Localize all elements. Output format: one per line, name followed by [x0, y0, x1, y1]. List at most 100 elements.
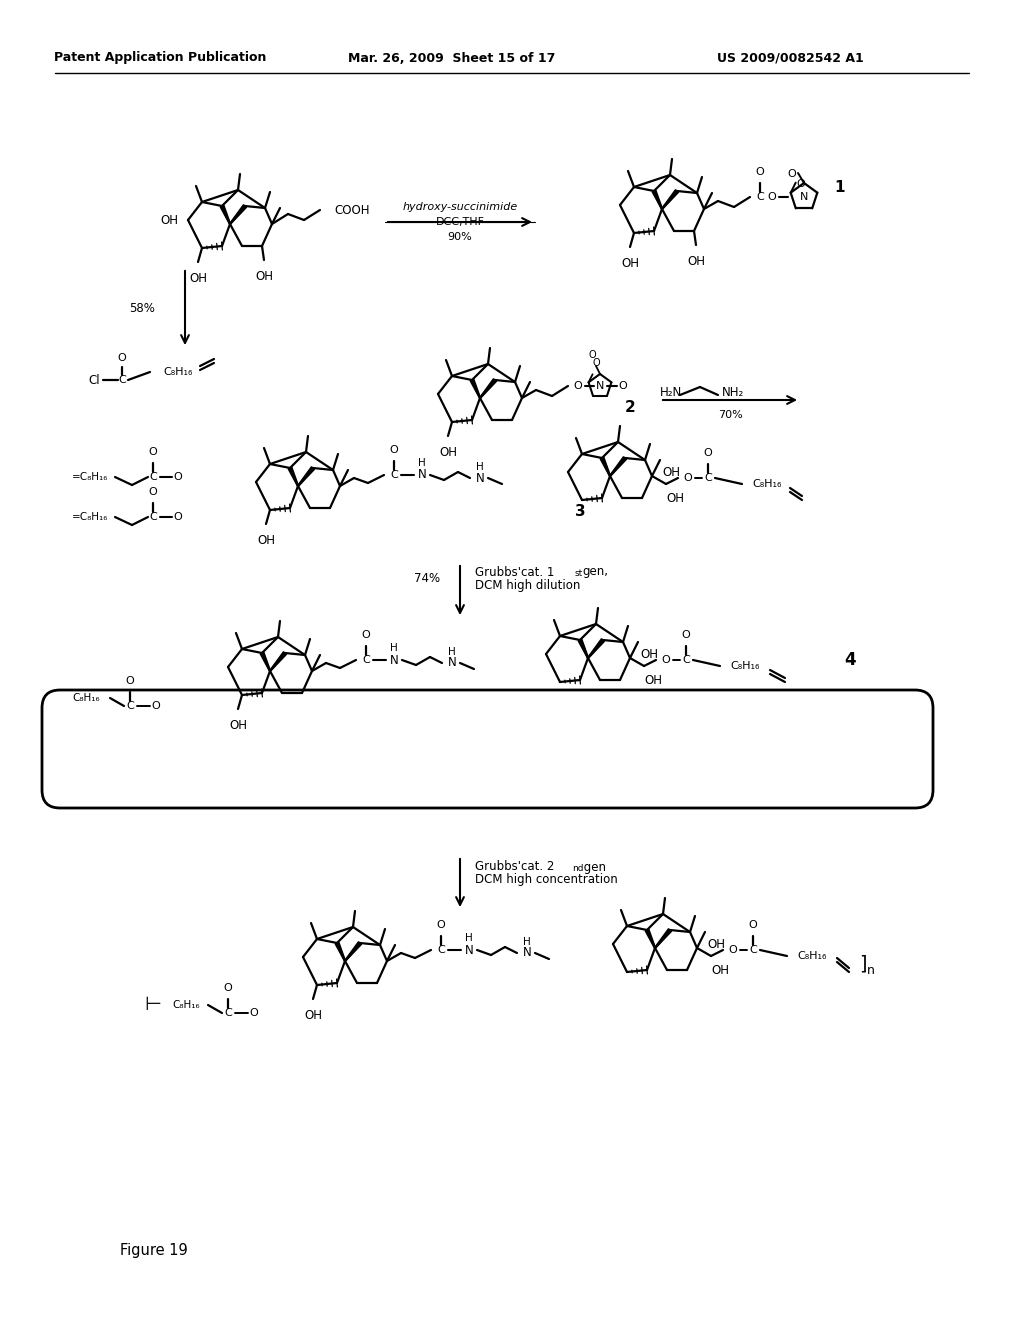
Polygon shape [588, 639, 604, 659]
Text: O: O [361, 630, 371, 640]
Text: Grubbs'cat. 1: Grubbs'cat. 1 [475, 565, 554, 578]
Text: O: O [126, 676, 134, 686]
Text: 1: 1 [835, 181, 845, 195]
Text: n: n [867, 964, 874, 977]
Text: Grubbs'cat. 2: Grubbs'cat. 2 [475, 861, 554, 874]
Polygon shape [335, 942, 345, 961]
Text: N: N [596, 381, 604, 391]
Text: C₈H₁₆: C₈H₁₆ [797, 950, 826, 961]
Text: Cl: Cl [88, 374, 100, 387]
Text: O: O [118, 352, 126, 363]
Text: N: N [465, 944, 473, 957]
Text: O: O [148, 487, 158, 498]
Text: Figure 19: Figure 19 [120, 1242, 187, 1258]
Text: N: N [418, 469, 426, 482]
Text: O: O [174, 473, 182, 482]
Text: OH: OH [439, 446, 457, 459]
Polygon shape [645, 929, 655, 948]
Polygon shape [662, 190, 679, 210]
Text: COOH: COOH [334, 203, 370, 216]
Text: H: H [523, 937, 530, 946]
Text: =C₈H₁₆: =C₈H₁₆ [72, 473, 109, 482]
Polygon shape [298, 467, 314, 486]
Text: C₈H₁₆: C₈H₁₆ [163, 367, 193, 378]
Text: N: N [522, 946, 531, 960]
Text: O: O [174, 512, 182, 521]
Text: O: O [223, 983, 232, 993]
Text: DCM high dilution: DCM high dilution [475, 578, 581, 591]
Text: O: O [148, 447, 158, 457]
Text: H: H [418, 458, 426, 469]
Text: US 2009/0082542 A1: US 2009/0082542 A1 [717, 51, 863, 65]
Text: OH: OH [304, 1008, 322, 1022]
Text: O: O [436, 920, 445, 931]
Text: C₈H₁₆: C₈H₁₆ [172, 1001, 200, 1010]
Text: OH: OH [687, 255, 705, 268]
Text: O: O [768, 191, 776, 202]
Text: OH: OH [640, 648, 658, 660]
Text: ]: ] [859, 954, 866, 974]
Polygon shape [260, 652, 270, 671]
Text: nd: nd [572, 865, 584, 873]
Text: C: C [150, 512, 157, 521]
Text: O: O [703, 447, 713, 458]
Text: C: C [437, 945, 444, 954]
Polygon shape [609, 457, 627, 477]
Text: OH: OH [711, 964, 729, 977]
Polygon shape [269, 652, 287, 672]
Text: O: O [250, 1008, 258, 1018]
Text: O: O [684, 473, 692, 483]
Text: NH₂: NH₂ [722, 385, 744, 399]
Text: OH: OH [666, 491, 684, 504]
Text: 58%: 58% [129, 301, 155, 314]
Text: OH: OH [229, 719, 247, 733]
Text: OH: OH [255, 271, 273, 282]
Polygon shape [229, 205, 247, 224]
Polygon shape [220, 205, 230, 224]
Text: 3: 3 [574, 504, 586, 520]
Text: C: C [362, 655, 370, 665]
Text: H₂N: H₂N [660, 385, 682, 399]
Text: O: O [662, 655, 671, 665]
Text: H: H [449, 647, 456, 657]
Text: 4: 4 [844, 651, 856, 669]
Polygon shape [652, 190, 663, 209]
Text: gen: gen [580, 861, 606, 874]
Text: O: O [618, 381, 628, 391]
Text: O: O [588, 350, 596, 360]
Text: =C₈H₁₆: =C₈H₁₆ [72, 512, 109, 521]
Text: 2: 2 [625, 400, 636, 414]
Text: 90%: 90% [447, 232, 472, 242]
Text: OH: OH [621, 257, 639, 271]
Polygon shape [654, 929, 672, 948]
Text: C: C [390, 470, 398, 480]
Text: O: O [682, 630, 690, 640]
Polygon shape [479, 379, 497, 399]
Text: hydroxy-succinimide: hydroxy-succinimide [402, 202, 517, 213]
Text: gen,: gen, [582, 565, 608, 578]
Text: O: O [729, 945, 737, 954]
Text: DCM high concentration: DCM high concentration [475, 874, 617, 887]
Polygon shape [600, 457, 610, 477]
Polygon shape [579, 639, 589, 659]
Text: OH: OH [662, 466, 680, 479]
Text: C: C [224, 1008, 231, 1018]
Text: N: N [800, 191, 808, 202]
Text: 70%: 70% [718, 411, 742, 420]
Text: C₈H₁₆: C₈H₁₆ [72, 693, 99, 704]
Text: O: O [573, 381, 583, 391]
Text: DCC,THF: DCC,THF [435, 216, 484, 227]
Text: O: O [787, 169, 797, 180]
Text: O: O [152, 701, 161, 711]
Text: O: O [389, 445, 398, 455]
Text: OH: OH [160, 214, 178, 227]
Text: O: O [797, 178, 805, 189]
Polygon shape [345, 941, 361, 961]
Text: C: C [150, 473, 157, 482]
Text: C: C [750, 945, 757, 954]
Text: C: C [682, 655, 690, 665]
Text: C: C [756, 191, 764, 202]
Text: H: H [390, 643, 398, 653]
Text: C: C [705, 473, 712, 483]
Text: C: C [118, 375, 126, 385]
